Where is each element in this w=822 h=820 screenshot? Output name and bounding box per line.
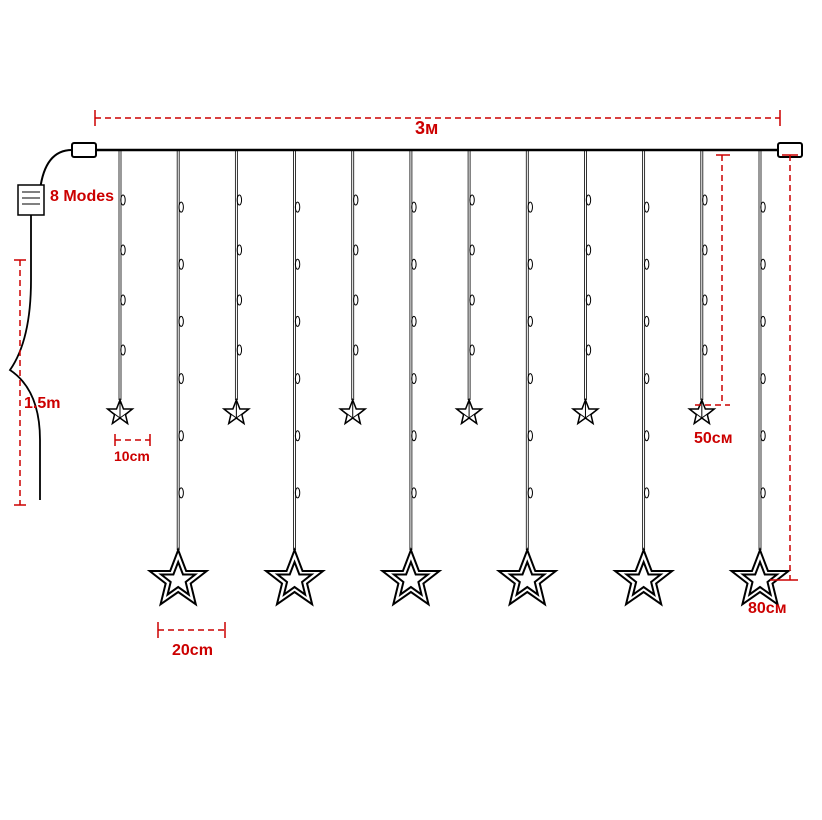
label-big-star: 20cm (172, 642, 213, 660)
label-cable-length: 1.5m (24, 395, 60, 413)
label-width-top: 3м (415, 118, 438, 139)
label-short-drop: 50см (694, 430, 733, 448)
label-modes: 8 Modes (50, 188, 114, 206)
label-long-drop: 80см (748, 600, 787, 618)
diagram-canvas (0, 0, 822, 820)
label-small-star: 10cm (114, 448, 150, 464)
